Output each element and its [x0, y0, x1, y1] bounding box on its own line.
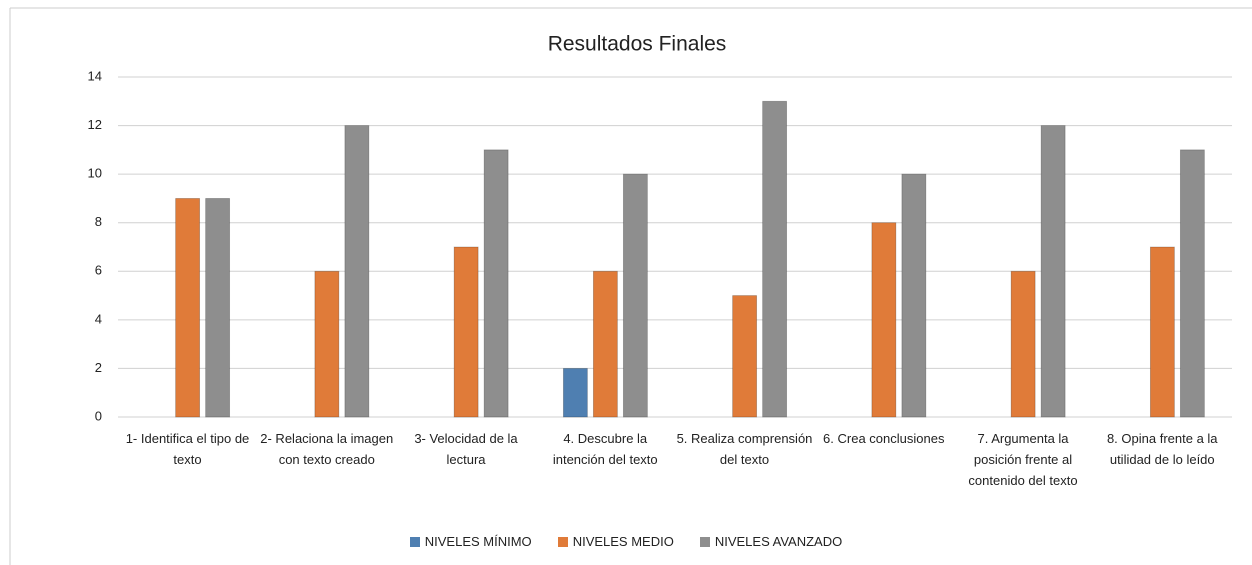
legend-label: NIVELES AVANZADO	[714, 534, 843, 549]
y-tick-label: 14	[88, 68, 102, 83]
bar	[732, 295, 758, 418]
legend-item: NIVELES AVANZADO	[699, 534, 843, 549]
bar	[762, 100, 788, 418]
bar	[344, 125, 370, 418]
legend-label: NIVELES MEDIO	[572, 534, 674, 549]
x-tick-label: 8. Opina frente a la utilidad de lo leíd…	[1106, 431, 1218, 467]
x-tick-label: 6. Crea conclusiones	[823, 431, 945, 446]
bar	[175, 198, 201, 418]
x-tick-label: 5. Realiza comprensión del texto	[676, 431, 813, 467]
y-tick-label: 10	[88, 166, 102, 181]
bar	[562, 368, 588, 418]
bar	[901, 173, 927, 418]
x-tick-label: 1- Identifica el tipo de texto	[125, 431, 250, 467]
bar	[1179, 149, 1205, 418]
legend-label: NIVELES MÍNIMO	[424, 534, 532, 549]
y-tick-label: 12	[88, 117, 102, 132]
y-tick-label: 4	[95, 311, 102, 326]
x-tick-label: 4. Descubre la intención del texto	[552, 431, 658, 467]
legend-item: NIVELES MEDIO	[557, 534, 674, 549]
legend-swatch	[699, 536, 710, 547]
x-tick-label: 7. Argumenta la posición frente al conte…	[968, 431, 1078, 488]
bar	[453, 246, 479, 418]
bar	[871, 222, 897, 418]
y-tick-label: 0	[95, 408, 102, 423]
bar	[592, 270, 618, 418]
legend: NIVELES MÍNIMO NIVELES MEDIO NIVELES AVANZ…	[0, 534, 1252, 549]
bar	[205, 198, 231, 418]
y-tick-label: 6	[95, 263, 102, 278]
x-tick-label: 2- Relaciona la imagen con texto creado	[260, 431, 394, 467]
chart-title: Resultados Finales	[548, 33, 727, 56]
bar	[1149, 246, 1175, 418]
y-tick-label: 2	[95, 360, 102, 375]
bar	[483, 149, 509, 418]
y-tick-label: 8	[95, 214, 102, 229]
legend-swatch	[409, 536, 420, 547]
bar	[314, 270, 340, 418]
legend-swatch	[557, 536, 568, 547]
bar	[622, 173, 648, 418]
bar	[1040, 125, 1066, 418]
bar	[1010, 270, 1036, 418]
legend-item: NIVELES MÍNIMO	[409, 534, 532, 549]
x-tick-label: 3- Velocidad de la lectura	[414, 431, 518, 467]
